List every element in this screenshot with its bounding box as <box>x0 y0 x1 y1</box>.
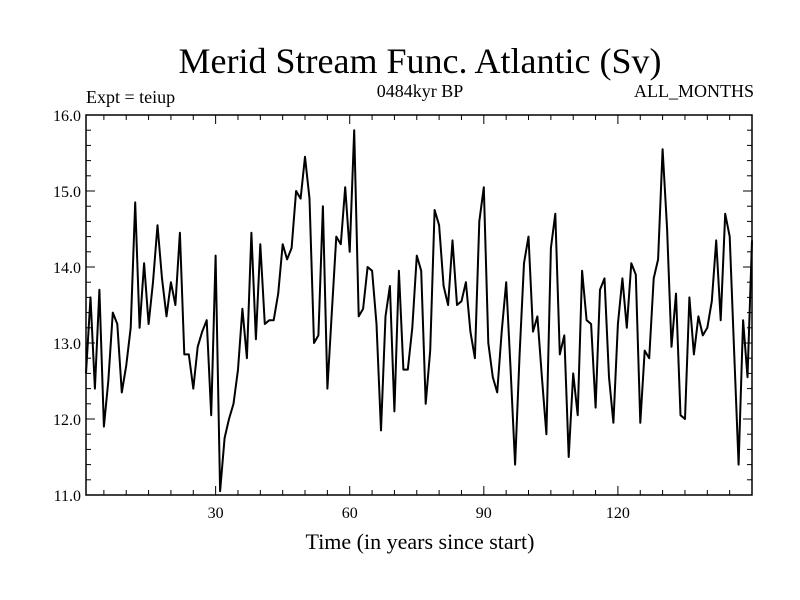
y-tick-labels: 11.0 12.0 13.0 14.0 15.0 16.0 <box>53 108 81 505</box>
x-tick-label: 90 <box>476 505 492 522</box>
y-tick-label: 15.0 <box>53 184 81 201</box>
experiment-label: Expt = teiup <box>86 87 175 107</box>
series-layer <box>85 129 753 493</box>
y-tick-label: 12.0 <box>53 412 81 429</box>
period-label: 0484kyr BP <box>377 81 464 101</box>
chart-title: Merid Stream Func. Atlantic (Sv) <box>179 41 662 81</box>
y-tick-label: 13.0 <box>53 336 81 353</box>
months-label: ALL_MONTHS <box>634 81 754 101</box>
y-tick-label: 16.0 <box>53 108 81 125</box>
y-tick-label: 11.0 <box>54 488 81 505</box>
x-tick-label: 120 <box>606 505 630 522</box>
plot-frame <box>85 114 753 496</box>
x-axis-label: Time (in years since start) <box>306 529 535 554</box>
y-tick-label: 14.0 <box>53 260 81 277</box>
series-line <box>85 129 753 493</box>
x-tick-label: 30 <box>208 505 224 522</box>
x-tick-label: 60 <box>342 505 358 522</box>
x-tick-labels: 30 60 90 120 <box>208 505 630 522</box>
